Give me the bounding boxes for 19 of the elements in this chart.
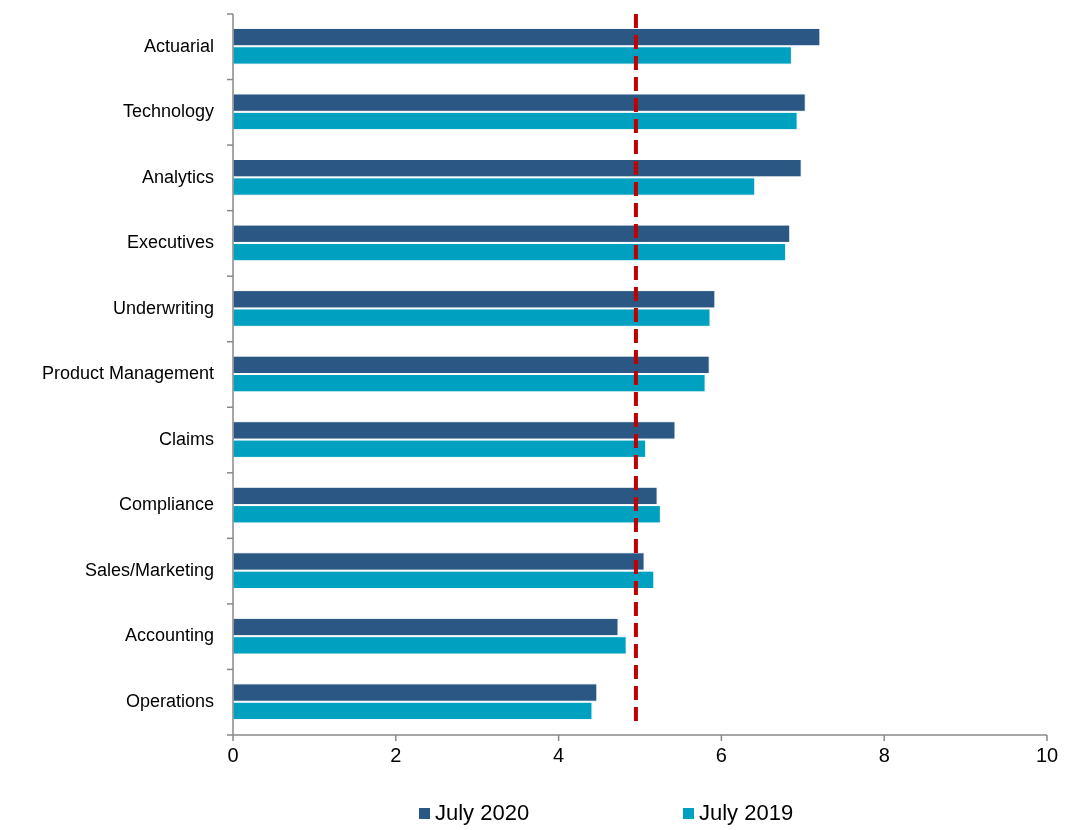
y-tick-label: Compliance xyxy=(118,494,214,515)
legend-label: July 2019 xyxy=(699,799,794,825)
y-tick-label: Underwriting xyxy=(112,297,214,318)
x-tick-label: 4 xyxy=(553,744,565,767)
x-tick-label: 8 xyxy=(878,744,890,767)
x-tick-label: 10 xyxy=(1035,744,1059,767)
y-tick-label: Accounting xyxy=(124,625,214,646)
x-tick-label: 2 xyxy=(390,744,402,767)
y-tick-label: Actuarial xyxy=(143,35,214,56)
legend-label: July 2020 xyxy=(435,799,530,825)
x-tick-label: 0 xyxy=(227,744,239,767)
x-tick-label: 6 xyxy=(715,744,727,767)
y-tick-label: Claims xyxy=(158,428,214,449)
y-tick-label: Operations xyxy=(125,690,214,711)
y-tick-label: Product Management xyxy=(41,363,214,384)
y-tick-label: Executives xyxy=(126,232,214,253)
y-tick-label: Analytics xyxy=(141,166,214,187)
y-tick-label: Technology xyxy=(122,101,214,122)
y-tick-label: Sales/Marketing xyxy=(84,559,214,580)
